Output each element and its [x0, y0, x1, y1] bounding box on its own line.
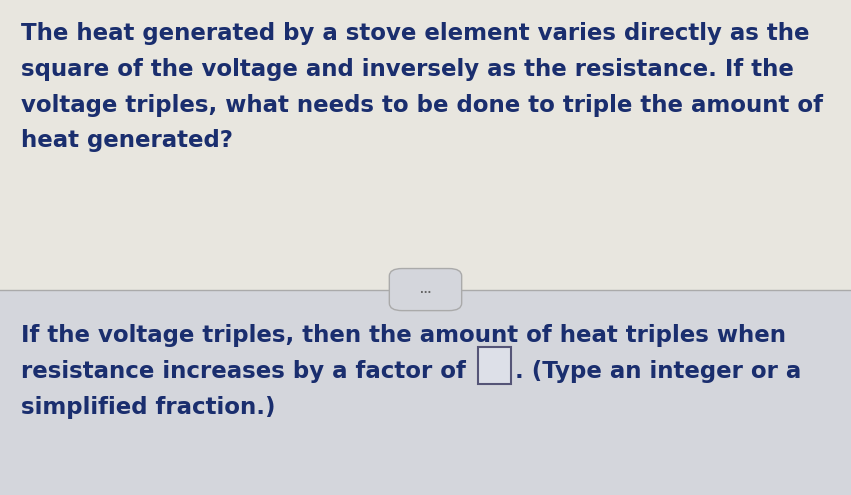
Text: voltage triples, what needs to be done to triple the amount of: voltage triples, what needs to be done t… — [21, 94, 823, 116]
Text: resistance increases by a factor of: resistance increases by a factor of — [21, 360, 474, 383]
FancyBboxPatch shape — [389, 269, 461, 311]
Text: heat generated?: heat generated? — [21, 129, 233, 152]
Text: If the voltage triples, then the amount of heat triples when: If the voltage triples, then the amount … — [21, 324, 786, 347]
Text: ...: ... — [420, 285, 431, 295]
FancyBboxPatch shape — [478, 347, 511, 384]
Text: simplified fraction.): simplified fraction.) — [21, 396, 276, 418]
FancyBboxPatch shape — [0, 0, 851, 290]
Text: . (Type an integer or a: . (Type an integer or a — [515, 360, 801, 383]
Text: square of the voltage and inversely as the resistance. If the: square of the voltage and inversely as t… — [21, 58, 794, 81]
Text: The heat generated by a stove element varies directly as the: The heat generated by a stove element va… — [21, 22, 810, 45]
